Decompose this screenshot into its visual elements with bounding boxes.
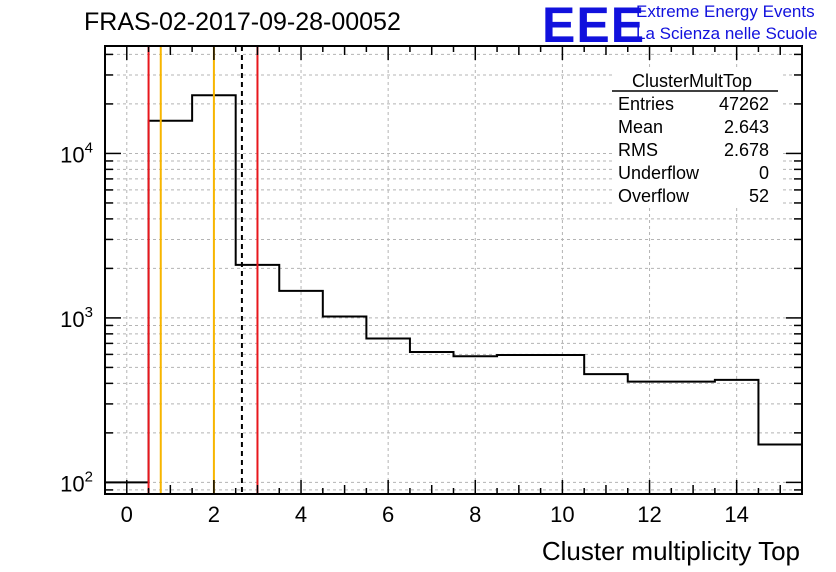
axes: 0 2 4 6 8 10 12 14 102 103 104 bbox=[60, 45, 803, 527]
stats-row-label: Overflow bbox=[618, 186, 690, 206]
y-tick-label: 102 bbox=[60, 468, 93, 496]
x-tick-label: 8 bbox=[469, 502, 481, 527]
stats-row-value: 2.643 bbox=[724, 117, 769, 137]
stats-row-value: 47262 bbox=[719, 94, 769, 114]
eee-logo: EEE bbox=[542, 0, 646, 53]
logo-subtitle-1: Extreme Energy Events bbox=[636, 2, 815, 21]
logo-subtitle-2: La Scienza nelle Scuole bbox=[636, 24, 818, 43]
x-tick-label: 4 bbox=[295, 502, 307, 527]
stats-box: ClusterMultTop Entries 47262 Mean 2.643 RMS 2.… bbox=[612, 68, 780, 208]
y-tick-label: 104 bbox=[60, 139, 93, 167]
y-tick-label: 103 bbox=[60, 304, 93, 332]
stats-row-label: Entries bbox=[618, 94, 674, 114]
marker-lines bbox=[147, 46, 259, 494]
stats-title: ClusterMultTop bbox=[632, 71, 752, 91]
x-tick-label: 14 bbox=[724, 502, 748, 527]
stats-row-label: Mean bbox=[618, 117, 663, 137]
stats-row-label: RMS bbox=[618, 140, 658, 160]
x-tick-label: 0 bbox=[121, 502, 133, 527]
plot-title: FRAS-02-2017-09-28-00052 bbox=[84, 8, 401, 36]
stats-row-value: 0 bbox=[759, 163, 769, 183]
stats-row-value: 52 bbox=[749, 186, 769, 206]
stats-row-value: 2.678 bbox=[724, 140, 769, 160]
x-axis-label: Cluster multiplicity Top bbox=[542, 536, 800, 566]
x-tick-label: 2 bbox=[208, 502, 220, 527]
x-tick-label: 10 bbox=[550, 502, 574, 527]
stats-row-label: Underflow bbox=[618, 163, 700, 183]
x-tick-label: 6 bbox=[382, 502, 394, 527]
x-tick-label: 12 bbox=[637, 502, 661, 527]
